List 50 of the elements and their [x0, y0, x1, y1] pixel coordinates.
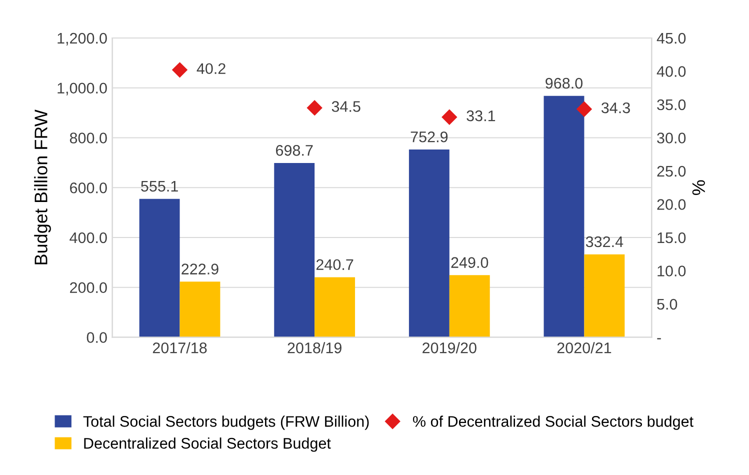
y2-tick-label: 35.0	[657, 99, 686, 110]
bar	[544, 96, 584, 338]
y2-tick-label: 45.0	[656, 32, 686, 44]
y-tick-label: 0.0	[86, 332, 107, 343]
y-tick-label: 800.0	[70, 132, 107, 144]
data-label: 40.2	[196, 63, 226, 74]
x-tick-label: 2018/19	[288, 342, 342, 354]
y-tick-label: 200.0	[70, 282, 107, 294]
data-label: 34.5	[332, 101, 360, 112]
data-label: 34.3	[601, 102, 630, 114]
y-tick-label: 400.0	[70, 232, 107, 244]
legend-label: Total Social Sectors budgets (FRW Billion)	[83, 416, 369, 430]
bar	[139, 198, 180, 338]
bar	[584, 254, 625, 338]
x-tick-label: 2019/20	[422, 342, 476, 354]
data-label: 555.1	[141, 180, 178, 192]
data-label: 249.0	[451, 257, 488, 268]
y2-tick-label: 10.0	[658, 266, 686, 276]
y2-tick-label: 15.0	[658, 232, 686, 244]
point	[442, 110, 457, 125]
x-tick-label: 2020/21	[557, 342, 612, 354]
y2-tick-label: 30.0	[657, 132, 686, 144]
y2-axis-title: %	[692, 180, 705, 196]
y-axis-title: Budget Billion FRW	[34, 110, 51, 264]
x-tick-label: 2017/18	[152, 342, 207, 354]
legend-label: Decentralized Social Sectors Budget	[84, 438, 331, 452]
bar	[408, 149, 450, 338]
point	[307, 100, 322, 116]
y-tick-label: 1,000.0	[58, 82, 107, 96]
bar	[274, 163, 315, 338]
data-label: 968.0	[546, 78, 583, 89]
y-tick-label: 1,200.0	[58, 32, 107, 46]
data-label: 33.1	[466, 110, 496, 122]
data-label: 752.9	[410, 131, 448, 142]
legend-label: % of Decentralized Social Sectors budget	[412, 416, 694, 430]
data-label: 332.4	[586, 236, 624, 248]
data-label: 222.9	[182, 264, 218, 274]
data-label: 698.7	[276, 145, 313, 156]
y-tick-label: 600.0	[70, 182, 107, 194]
y2-tick-label: -	[657, 338, 661, 340]
bar	[449, 275, 490, 338]
point	[172, 62, 188, 78]
bar	[180, 282, 220, 338]
bar	[314, 277, 356, 338]
y2-tick-label: 20.0	[657, 199, 686, 210]
data-label: 240.7	[316, 259, 354, 270]
y2-tick-label: 25.0	[657, 166, 686, 177]
y2-tick-label: 5.0	[657, 298, 678, 310]
point	[576, 102, 592, 117]
y2-tick-label: 40.0	[656, 66, 686, 77]
